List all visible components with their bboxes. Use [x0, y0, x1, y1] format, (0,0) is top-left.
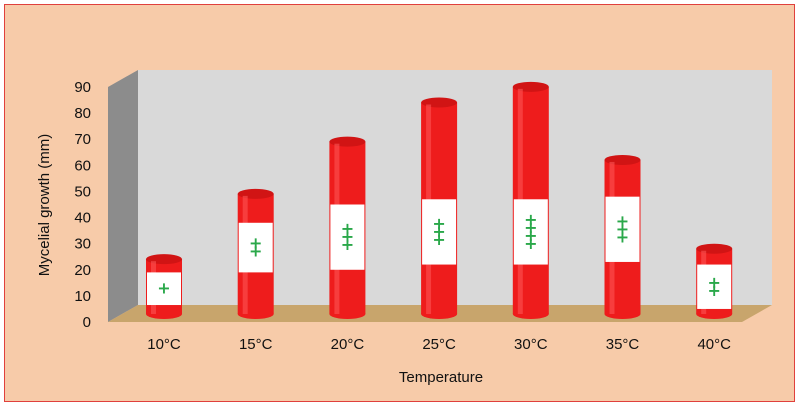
annotation-box	[238, 222, 273, 273]
bars-layer: ++++++++++++++++++	[146, 81, 733, 319]
annotation-plus: +	[432, 230, 445, 249]
annotation-plus: +	[432, 214, 445, 233]
annotation-plus: +	[249, 242, 262, 261]
y-tick-label: 0	[83, 314, 91, 331]
bar: ++	[696, 243, 733, 319]
bar: ++	[237, 188, 274, 319]
y-axis-title: Mycelial growth (mm)	[36, 134, 53, 277]
labels-layer: 10°C 15°C 20°C 25°C 30°C 35°C 40°C	[147, 336, 731, 353]
bar: ++++	[512, 81, 549, 319]
y-tick-label: 90	[74, 79, 91, 96]
x-tick-label: 30°C	[514, 336, 548, 353]
annotation-box	[330, 204, 365, 270]
y-tick-label: 20	[74, 262, 91, 279]
y-tick-label: 30	[74, 236, 91, 253]
annotation-plus: +	[616, 211, 629, 230]
annotation-plus: +	[524, 234, 537, 253]
x-tick-label: 25°C	[422, 336, 456, 353]
annotation-plus: +	[341, 235, 354, 254]
side-wall	[108, 70, 138, 322]
annotation-plus: +	[432, 222, 445, 241]
y-tick-label: 50	[74, 183, 91, 200]
annotation-plus: +	[341, 227, 354, 246]
y-tick-label: 10	[74, 288, 91, 305]
annotation-box	[147, 272, 181, 306]
y-tick-label: 60	[74, 157, 91, 174]
x-axis-title: Temperature	[399, 369, 483, 386]
annotation-plus: +	[157, 279, 170, 298]
x-tick-label: 35°C	[606, 336, 640, 353]
bar: +	[146, 254, 182, 319]
x-tick-label: 20°C	[331, 336, 365, 353]
x-tick-label: 10°C	[147, 336, 181, 353]
annotation-plus: +	[707, 273, 720, 292]
annotation-plus: +	[341, 219, 354, 238]
y-tick-label: 40	[74, 210, 91, 227]
annotation-box	[605, 196, 640, 262]
bar: +++	[329, 136, 366, 319]
bar: +++	[604, 154, 641, 319]
x-tick-label: 40°C	[697, 336, 731, 353]
y-tick-label: 70	[74, 131, 91, 148]
x-tick-label: 15°C	[239, 336, 273, 353]
annotation-plus: +	[524, 218, 537, 237]
annotation-plus: +	[707, 281, 720, 300]
annotation-plus: +	[616, 227, 629, 246]
annotation-box	[513, 199, 548, 265]
annotation-box	[697, 264, 732, 309]
annotation-plus: +	[249, 234, 262, 253]
annotation-box	[422, 199, 457, 265]
annotation-plus: +	[616, 219, 629, 238]
annotation-plus: +	[524, 226, 537, 245]
y-tick-label: 80	[74, 105, 91, 122]
bar: +++	[421, 97, 458, 319]
annotation-plus: +	[524, 210, 537, 229]
